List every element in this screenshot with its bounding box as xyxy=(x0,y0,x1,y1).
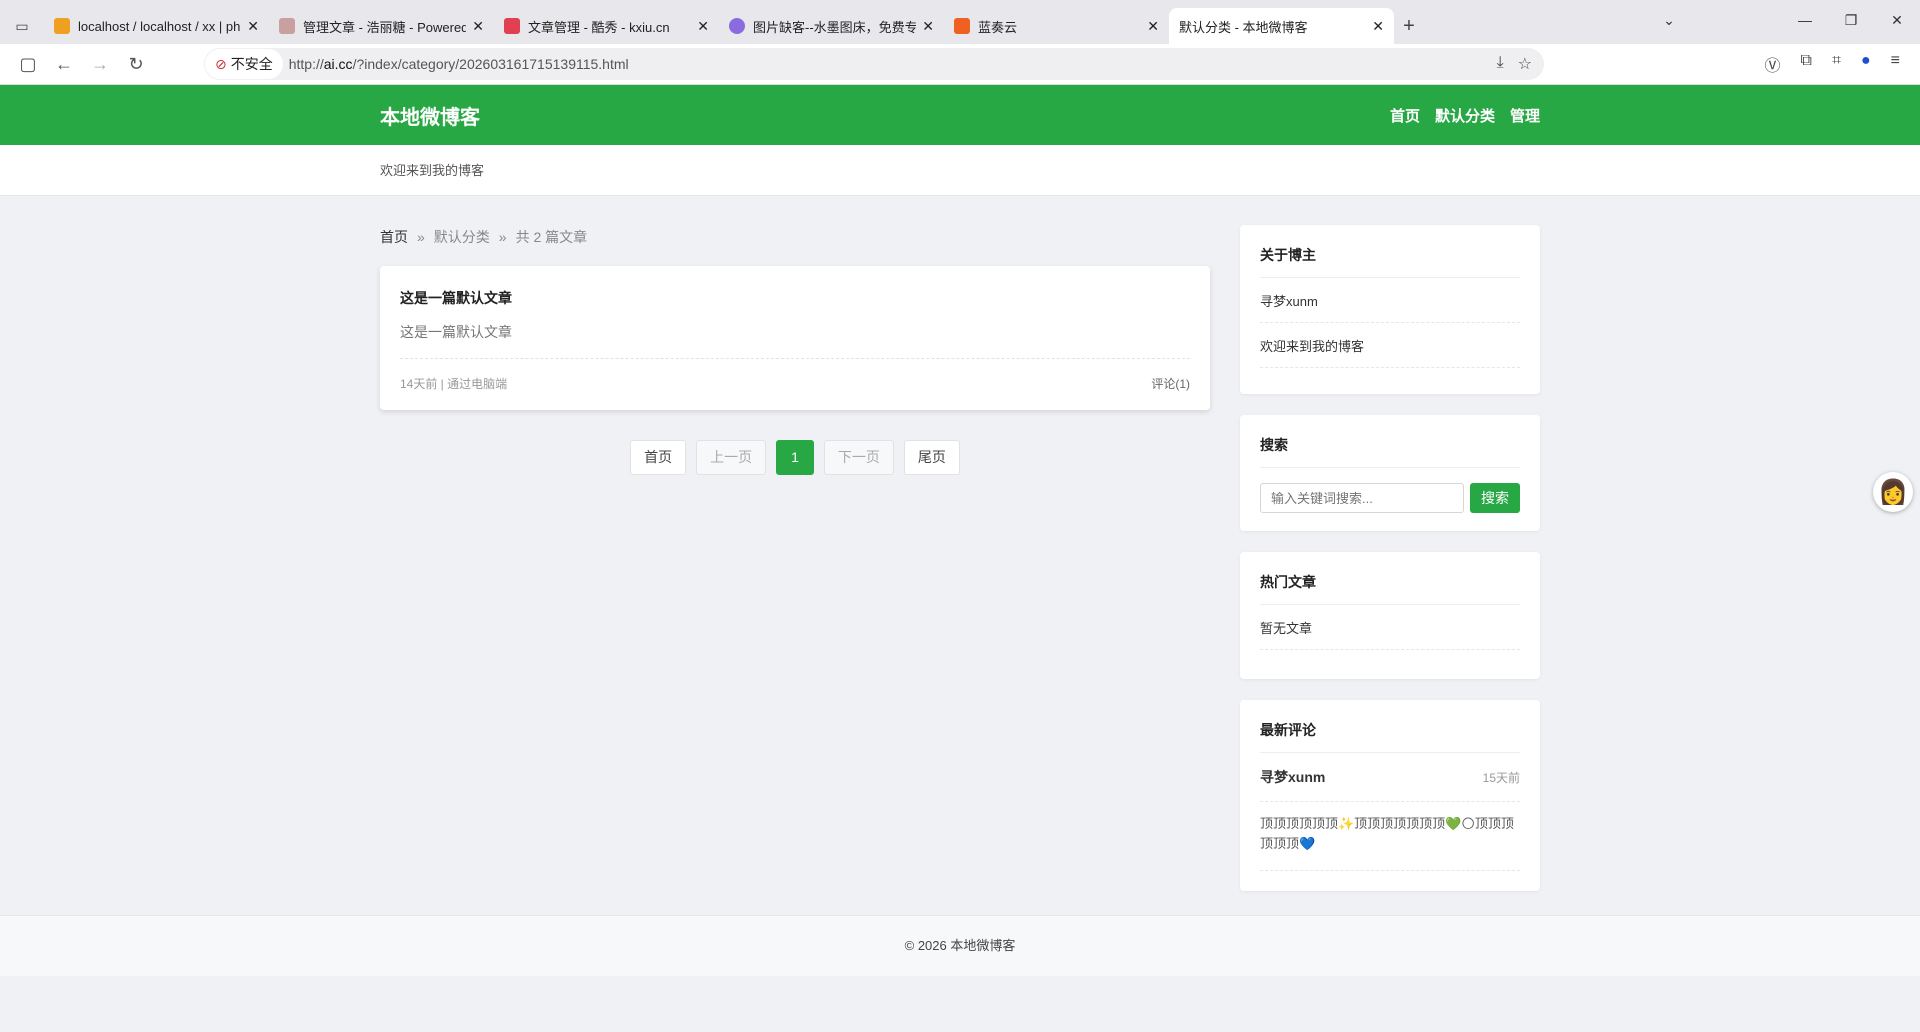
page-last-button[interactable]: 尾页 xyxy=(903,440,960,475)
install-icon[interactable]: ⤓ xyxy=(1496,54,1504,71)
breadcrumb-home[interactable]: 首页 xyxy=(380,229,408,245)
page-current[interactable]: 1 xyxy=(776,440,814,475)
comments-title: 最新评论 xyxy=(1260,720,1520,753)
tab-favicon-icon xyxy=(954,18,970,34)
security-indicator[interactable]: ⊘ 不安全 xyxy=(205,49,283,79)
tab-title: 管理文章 - 浩丽糖 - Powered b xyxy=(303,19,467,35)
tab-favicon-icon xyxy=(54,18,70,34)
site-nav: 首页 默认分类 管理 xyxy=(1390,105,1540,126)
breadcrumb: 首页 » 默认分类 » 共 2 篇文章 xyxy=(380,225,1210,249)
search-widget: 搜索 搜索 xyxy=(1240,415,1540,531)
extension-v-icon[interactable]: Ⓥ xyxy=(1764,58,1781,75)
sidebar-toggle-icon[interactable]: ▢ xyxy=(19,53,37,74)
profile-icon[interactable]: ● xyxy=(1860,52,1871,69)
menu-icon[interactable]: ≡ xyxy=(1890,52,1900,69)
page-first-button[interactable]: 首页 xyxy=(630,440,687,475)
tab-title: localhost / localhost / xx | ph xyxy=(78,18,241,34)
reload-icon[interactable]: ↻ xyxy=(128,53,144,74)
tab-title: 默认分类 - 本地微博客 xyxy=(1179,19,1308,35)
nav-default-category[interactable]: 默认分类 xyxy=(1434,107,1495,125)
minimize-icon[interactable]: — xyxy=(1798,12,1812,28)
breadcrumb-separator: » xyxy=(417,229,425,245)
post-title[interactable]: 这是一篇默认文章 xyxy=(400,290,512,306)
address-bar: ▢ ← → ↻ ⊘ 不安全 http://ai.cc/?index/categor… xyxy=(0,44,1920,85)
close-icon[interactable]: ✕ xyxy=(472,17,484,34)
url-path: /?index/category/202603161715139115.html xyxy=(352,56,629,72)
page-prev-button: 上一页 xyxy=(696,440,767,475)
sidebar: 关于博主 寻梦xunm 欢迎来到我的博客 搜索 搜索 热门文章 暂无文章 最新评… xyxy=(1240,225,1540,912)
hot-empty: 暂无文章 xyxy=(1260,605,1520,650)
nav-home[interactable]: 首页 xyxy=(1389,107,1420,125)
breadcrumb-separator: » xyxy=(498,229,507,245)
tab-favicon-icon xyxy=(729,18,745,34)
page-next-button: 下一页 xyxy=(823,440,894,475)
browser-tab[interactable]: 管理文章 - 浩丽糖 - Powered b ✕ xyxy=(269,8,494,44)
about-title: 关于博主 xyxy=(1260,245,1520,278)
forward-icon[interactable]: → xyxy=(91,53,109,74)
tagline: 欢迎来到我的博客 xyxy=(380,163,485,178)
crop-icon[interactable]: ⌗ xyxy=(1831,52,1841,69)
browser-tab-active[interactable]: 默认分类 - 本地微博客 ✕ xyxy=(1169,8,1394,44)
comment-author[interactable]: 寻梦xunm xyxy=(1260,769,1326,785)
search-button[interactable]: 搜索 xyxy=(1470,483,1520,513)
site-logo[interactable]: 本地微博客 xyxy=(380,106,480,129)
recent-comments-widget: 最新评论 寻梦xunm 15天前 顶顶顶顶顶顶✨顶顶顶顶顶顶顶💚🌕顶顶顶顶顶顶💙 xyxy=(1240,700,1540,891)
about-name: 寻梦xunm xyxy=(1260,278,1520,323)
post-comments-link[interactable]: 评论(1) xyxy=(1151,377,1190,391)
browser-tab[interactable]: localhost / localhost / xx | ph ✕ xyxy=(44,8,269,44)
about-desc: 欢迎来到我的博客 xyxy=(1260,323,1520,368)
hot-title: 热门文章 xyxy=(1260,572,1520,605)
insecure-shield-icon: ⊘ xyxy=(215,55,227,72)
close-icon[interactable]: ✕ xyxy=(1372,17,1384,34)
extensions-icon[interactable]: ⧉ xyxy=(1800,52,1812,69)
url-field[interactable]: ⊘ 不安全 http://ai.cc/?index/category/202603… xyxy=(204,48,1544,80)
breadcrumb-category[interactable]: 默认分类 xyxy=(433,229,490,245)
hot-posts-widget: 热门文章 暂无文章 xyxy=(1240,552,1540,679)
breadcrumb-count: 共 2 篇文章 xyxy=(515,229,588,245)
close-icon[interactable]: ✕ xyxy=(1147,17,1159,34)
close-icon[interactable]: ✕ xyxy=(247,17,259,34)
new-tab-button[interactable]: + xyxy=(1403,14,1415,37)
tab-title: 图片缺客--水墨图床，免费专业 xyxy=(753,19,917,35)
browser-tab[interactable]: 图片缺客--水墨图床，免费专业 ✕ xyxy=(719,8,944,44)
url-scheme: http:// xyxy=(288,56,324,72)
tab-search-icon[interactable]: ⌄ xyxy=(1663,11,1675,28)
pagination: 首页 上一页 1 下一页 尾页 xyxy=(380,440,1210,475)
restore-icon[interactable]: ❐ xyxy=(1844,11,1858,28)
close-icon[interactable]: ✕ xyxy=(922,17,934,34)
floating-assistant-avatar-icon[interactable]: 👩 xyxy=(1873,472,1913,512)
about-widget: 关于博主 寻梦xunm 欢迎来到我的博客 xyxy=(1240,225,1540,394)
back-icon[interactable]: ← xyxy=(55,53,73,74)
bookmark-star-icon[interactable]: ☆ xyxy=(1517,56,1532,73)
search-title: 搜索 xyxy=(1260,435,1520,468)
site-header: 本地微博客 首页 默认分类 管理 xyxy=(0,85,1920,145)
browser-tab[interactable]: 文章管理 - 酷秀 - kxiu.cn ✕ xyxy=(494,8,719,44)
tab-list-icon[interactable]: ▭ xyxy=(15,17,29,34)
browser-tab[interactable]: 蓝奏云 ✕ xyxy=(944,8,1169,44)
tab-favicon-icon xyxy=(279,18,295,34)
tab-title: 文章管理 - 酷秀 - kxiu.cn xyxy=(528,19,670,35)
main-column: 首页 » 默认分类 » 共 2 篇文章 这是一篇默认文章 这是一篇默认文章 14天前 |… xyxy=(380,225,1210,912)
nav-admin[interactable]: 管理 xyxy=(1509,107,1540,125)
tab-favicon-icon xyxy=(504,18,520,34)
insecure-label: 不安全 xyxy=(230,56,273,72)
post-excerpt: 这是一篇默认文章 xyxy=(400,324,512,340)
post-meta: 14天前 | 通过电脑端 xyxy=(400,377,508,391)
comment-text[interactable]: 顶顶顶顶顶顶✨顶顶顶顶顶顶顶💚🌕顶顶顶顶顶顶💙 xyxy=(1260,802,1520,871)
post-card[interactable]: 这是一篇默认文章 这是一篇默认文章 14天前 | 通过电脑端 评论(1) xyxy=(380,266,1210,410)
close-icon[interactable]: ✕ xyxy=(697,17,709,34)
comment-time: 15天前 xyxy=(1482,770,1520,785)
site-footer: © 2026 本地微博客 xyxy=(0,915,1920,976)
browser-tab-bar: ▭ localhost / localhost / xx | ph ✕ 管理文章 … xyxy=(0,0,1920,44)
close-window-icon[interactable]: ✕ xyxy=(1891,11,1903,28)
url-host: ai.cc xyxy=(323,56,353,72)
tab-title: 蓝奏云 xyxy=(978,19,1018,35)
tagline-bar: 欢迎来到我的博客 xyxy=(0,145,1920,196)
search-input[interactable] xyxy=(1260,483,1464,513)
